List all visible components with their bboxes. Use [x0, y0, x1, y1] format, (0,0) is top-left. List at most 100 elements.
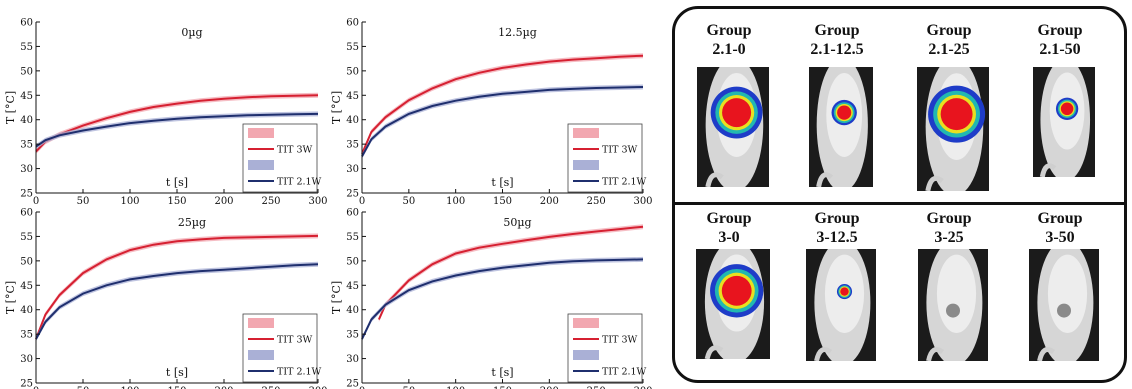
mouse-image [918, 249, 988, 361]
mouse-image [917, 67, 989, 191]
x-tick-label: 50 [77, 196, 90, 207]
mouse-image [697, 67, 769, 187]
legend: TIT 3W TIT 2.1W [242, 313, 322, 383]
chart-1: 25 30 35 40 45 50 55 60 0 50 100 150 200 250 300 12.5µg… [330, 18, 653, 208]
x-tick-label: 200 [214, 196, 233, 207]
x-tick-label: 250 [261, 386, 280, 389]
mouse-image [1029, 249, 1099, 361]
panel-divider [675, 202, 1124, 205]
group-label: Group 2.1-12.5 [787, 21, 887, 59]
y-tick-label: 30 [346, 164, 359, 175]
y-axis-label: T [°C] [4, 281, 17, 314]
y-tick-label: 60 [20, 18, 33, 29]
y-tick-label: 25 [20, 379, 33, 389]
signal-core [837, 105, 852, 120]
y-tick-label: 45 [20, 281, 33, 292]
x-tick-label: 50 [77, 386, 90, 389]
temperature-charts: 25 30 35 40 45 50 55 60 0 50 100 150 200 250 300 0µg T [… [4, 18, 653, 389]
chart-0: 25 30 35 40 45 50 55 60 0 50 100 150 200 250 300 0µg T [… [4, 18, 328, 208]
mouse-image-svg [705, 67, 764, 187]
y-tick-label: 25 [346, 189, 359, 200]
x-axis-label: t [s] [491, 366, 513, 379]
legend-swatch-band [573, 128, 599, 138]
x-tick-label: 150 [167, 196, 186, 207]
y-tick-label: 35 [346, 330, 359, 341]
mouse-leg [814, 347, 832, 361]
imaging-panel: Group 2.1-0 Group 2.1-12.5 Group 2.1-25 Group 2… [672, 6, 1127, 383]
y-tick-label: 60 [346, 208, 359, 219]
y-tick-label: 55 [20, 232, 33, 243]
series-line-1 [35, 112, 319, 148]
series-line-1 [35, 263, 319, 340]
x-tick-label: 0 [33, 386, 39, 389]
group-id: 3-50 [1045, 229, 1075, 246]
mouse-image [696, 249, 770, 359]
y-tick-label: 40 [20, 115, 33, 126]
legend-swatch-band [573, 318, 599, 328]
mouse-image [1033, 67, 1095, 177]
y-tick-label: 35 [20, 140, 33, 151]
series-line-0 [361, 54, 644, 155]
y-tick-label: 50 [346, 256, 359, 267]
legend-label: TIT 2.1W [277, 177, 322, 188]
mouse-image-svg [704, 249, 765, 359]
tissue-spot [1057, 303, 1071, 318]
y-tick-label: 55 [346, 42, 359, 53]
y-tick-label: 40 [346, 305, 359, 316]
group-id: 3-12.5 [816, 229, 858, 246]
group-word: Group [1037, 210, 1083, 227]
legend: TIT 3W TIT 2.1W [567, 123, 647, 193]
mouse-image [809, 67, 873, 187]
mouse-leg [925, 175, 944, 191]
chart-title: 0µg [181, 26, 202, 39]
x-axis-label: t [s] [166, 366, 188, 379]
group-label: Group 3-0 [679, 209, 779, 247]
x-tick-label: 150 [167, 386, 186, 389]
y-tick-label: 45 [346, 281, 359, 292]
x-tick-label: 300 [633, 196, 652, 207]
x-tick-label: 100 [120, 196, 139, 207]
mouse-leg [926, 347, 944, 361]
legend-swatch-band [248, 128, 274, 138]
y-tick-label: 35 [20, 330, 33, 341]
group-word: Group [814, 210, 860, 227]
x-tick-label: 250 [587, 196, 606, 207]
series-line-1 [361, 258, 644, 340]
signal-core [1060, 102, 1074, 116]
tissue-spot [946, 303, 960, 318]
x-tick-label: 100 [446, 386, 465, 389]
y-tick-label: 25 [346, 379, 359, 389]
x-tick-label: 300 [633, 386, 652, 389]
y-tick-label: 25 [20, 189, 33, 200]
x-tick-label: 300 [308, 196, 327, 207]
y-tick-label: 30 [20, 354, 33, 365]
mouse-leg [1039, 163, 1057, 177]
x-tick-label: 200 [540, 196, 559, 207]
x-axis-label: t [s] [491, 176, 513, 189]
chart-title: 25µg [178, 216, 206, 229]
y-tick-label: 30 [20, 164, 33, 175]
x-tick-label: 100 [120, 386, 139, 389]
group-label: Group 3-12.5 [787, 209, 887, 247]
y-tick-label: 35 [346, 140, 359, 151]
group-label: Group 2.1-25 [899, 21, 999, 59]
y-tick-label: 40 [346, 115, 359, 126]
x-tick-label: 100 [446, 196, 465, 207]
signal-core [840, 287, 849, 296]
group-id: 2.1-25 [928, 41, 970, 58]
y-axis-label: T [°C] [330, 281, 343, 314]
mouse-image [806, 249, 876, 361]
mouse-image-svg [1037, 249, 1094, 361]
mouse-image-svg [1039, 67, 1091, 177]
mouse-image-svg [816, 67, 868, 187]
legend: TIT 3W TIT 2.1W [242, 123, 322, 193]
y-tick-label: 50 [346, 66, 359, 77]
legend-label: TIT 2.1W [602, 367, 647, 378]
y-axis-label: T [°C] [4, 91, 17, 124]
group-id: 2.1-50 [1039, 41, 1081, 58]
group-word: Group [926, 22, 972, 39]
chart-2: 25 30 35 40 45 50 55 60 0 50 100 150 200 250 300 25µg T … [4, 208, 328, 389]
mouse-image-svg [925, 67, 986, 191]
x-tick-label: 200 [214, 386, 233, 389]
group-word: Group [814, 22, 860, 39]
